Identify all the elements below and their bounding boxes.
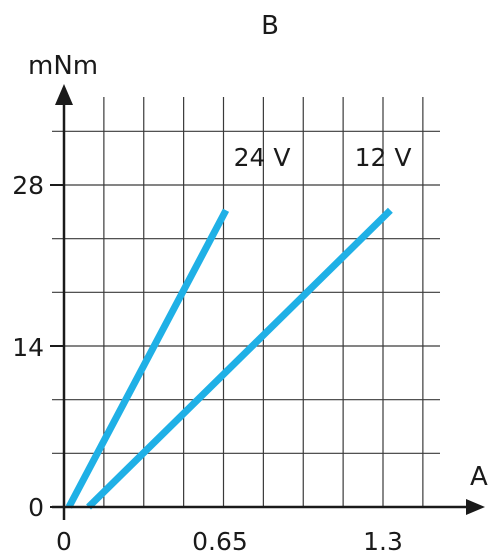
x-tick-label-1.3: 1.3 (363, 527, 403, 556)
grid (52, 97, 440, 507)
series-line-12v (86, 207, 393, 510)
y-axis-arrow-icon (55, 84, 73, 105)
y-axis-label: mNm (28, 51, 98, 81)
labels: B mNm A 28 14 0 0 0.65 1.3 24 V 12 V (12, 11, 488, 556)
chart-title: B (261, 11, 279, 41)
y-tick-label-0: 0 (28, 493, 44, 522)
y-tick-label-14: 14 (12, 333, 44, 362)
x-axis-arrow-icon (466, 499, 485, 515)
series-lines (65, 207, 393, 510)
y-tick-label-28: 28 (12, 171, 44, 200)
x-tick-label-0: 0 (56, 527, 72, 556)
series-label-24v: 24 V (234, 143, 291, 172)
x-tick-label-0.65: 0.65 (192, 527, 248, 556)
series-label-12v: 12 V (355, 143, 412, 172)
axes (50, 84, 485, 520)
x-axis-label: A (470, 462, 488, 492)
series-line-24v (65, 208, 230, 509)
